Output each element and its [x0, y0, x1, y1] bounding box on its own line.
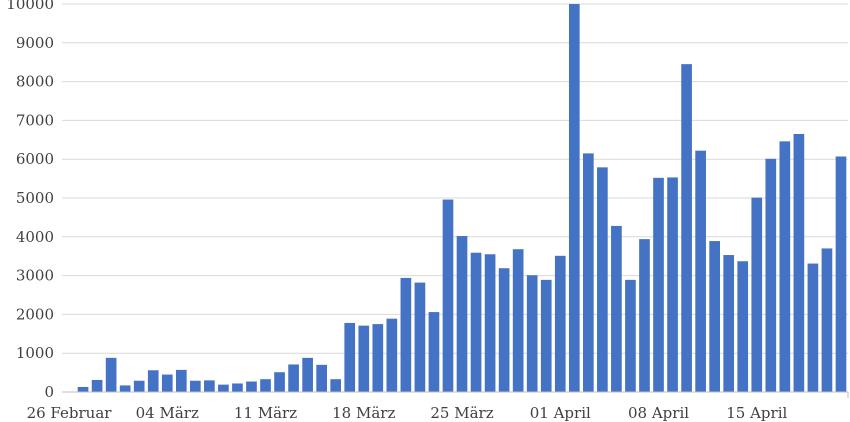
bar	[625, 279, 636, 392]
bar	[667, 177, 678, 392]
bar	[330, 379, 342, 392]
x-tick-label: 15 April	[726, 404, 787, 422]
bar	[723, 255, 735, 392]
bar	[498, 268, 510, 392]
bar	[386, 318, 398, 392]
bar	[232, 383, 243, 392]
bar	[835, 156, 847, 392]
bar	[653, 177, 664, 392]
axes	[62, 391, 849, 398]
bar	[400, 277, 412, 392]
bar	[91, 379, 103, 392]
bar	[554, 255, 566, 392]
y-tick-label: 7000	[16, 111, 54, 129]
bar	[779, 141, 791, 392]
bar	[639, 239, 650, 392]
y-tick-labels: 0 1000 2000 3000 4000 5000 6000 7000 8000 9000 100…	[6, 0, 54, 401]
bar	[695, 150, 706, 392]
bar	[147, 370, 159, 392]
bar	[204, 380, 215, 392]
bar	[344, 322, 356, 392]
bar	[681, 64, 692, 392]
bar	[709, 241, 720, 392]
bar	[161, 374, 173, 392]
x-tick-labels: 26 Februar 04 März 11 März 18 März 25 März 01…	[27, 404, 788, 422]
bar	[470, 252, 482, 392]
bar	[442, 199, 454, 392]
bar	[751, 197, 763, 392]
y-tick-label: 5000	[16, 189, 54, 207]
bar	[358, 325, 370, 392]
y-tick-label: 2000	[16, 305, 54, 323]
bar	[260, 379, 271, 392]
bar	[372, 324, 384, 392]
x-tick-label: 18 März	[332, 404, 395, 422]
bar	[190, 380, 201, 392]
x-tick-label: 04 März	[136, 404, 199, 422]
bar	[414, 282, 426, 392]
bar	[218, 384, 229, 392]
bar	[288, 364, 299, 392]
bar	[821, 248, 833, 392]
y-tick-label: 6000	[16, 150, 54, 168]
bar	[807, 263, 819, 392]
bar	[568, 4, 580, 392]
y-tick-label: 8000	[16, 73, 54, 91]
x-tick-label: 01 April	[530, 404, 591, 422]
bar	[526, 275, 538, 392]
bar	[484, 254, 496, 392]
bar	[274, 372, 285, 392]
y-tick-label: 4000	[16, 228, 54, 246]
x-tick-label: 25 März	[430, 404, 493, 422]
y-tick-label: 1000	[16, 344, 54, 362]
bar	[793, 133, 805, 393]
bar	[246, 381, 257, 392]
bar	[316, 364, 327, 392]
bar	[512, 249, 524, 392]
bar	[175, 369, 187, 392]
bar	[105, 357, 117, 392]
bar	[765, 158, 777, 392]
bar	[540, 279, 552, 392]
bar	[737, 261, 749, 392]
x-tick-label: 11 März	[234, 404, 297, 422]
bar	[119, 385, 131, 392]
y-tick-label: 0	[44, 383, 54, 401]
gridlines	[62, 3, 848, 354]
bar	[133, 380, 145, 392]
bar	[428, 312, 440, 392]
bar	[302, 357, 313, 392]
bar	[77, 386, 89, 392]
y-tick-label: 9000	[16, 34, 54, 52]
bars	[77, 4, 847, 393]
x-tick-label: 08 April	[628, 404, 689, 422]
bar	[583, 153, 594, 392]
y-tick-label: 3000	[16, 267, 54, 285]
x-tick-label: 26 Februar	[27, 404, 113, 422]
bar	[456, 236, 468, 392]
bar	[597, 167, 608, 392]
y-tick-label: 10000	[6, 0, 54, 13]
bar	[611, 225, 622, 392]
